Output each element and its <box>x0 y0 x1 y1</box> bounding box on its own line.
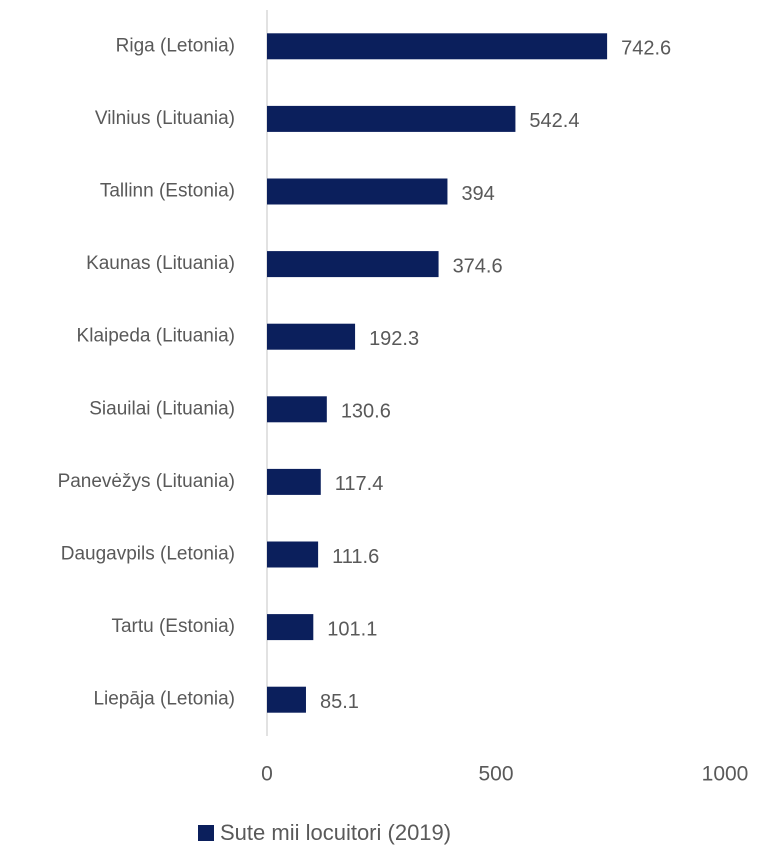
bar <box>267 33 608 60</box>
x-tick-label: 500 <box>478 763 513 786</box>
y-tick-label: Klaipeda (Lituania) <box>77 326 235 347</box>
value-label: 394 <box>461 183 494 205</box>
x-tick-label: 1000 <box>702 763 749 786</box>
legend-label: Sute mii locuitori (2019) <box>220 820 451 845</box>
y-tick-label: Daugavpils (Letonia) <box>61 544 235 565</box>
value-label: 742.6 <box>621 38 671 60</box>
value-label: 117.4 <box>335 473 384 495</box>
x-tick-label: 0 <box>261 763 273 786</box>
y-tick-label: Tartu (Estonia) <box>111 616 235 637</box>
y-tick-label: Kaunas (Lituania) <box>86 253 235 274</box>
bar <box>267 468 321 495</box>
bar <box>267 105 516 132</box>
y-tick-label: Vilnius (Lituania) <box>95 108 235 129</box>
value-label: 85.1 <box>320 691 359 713</box>
value-label: 130.6 <box>341 401 391 423</box>
y-tick-label: Riga (Letonia) <box>116 35 235 56</box>
bar <box>267 541 319 568</box>
value-label: 542.4 <box>529 110 579 132</box>
bar <box>267 396 327 423</box>
y-tick-label: Liepāja (Letonia) <box>93 689 235 710</box>
y-tick-label: Siauilai (Lituania) <box>89 398 235 419</box>
value-label: 101.1 <box>327 618 377 640</box>
value-label: 192.3 <box>369 328 419 350</box>
legend-swatch <box>198 825 214 841</box>
bar <box>267 178 448 205</box>
bar <box>267 251 439 278</box>
bar <box>267 323 356 350</box>
bar <box>267 686 306 713</box>
value-label: 374.6 <box>453 255 503 277</box>
y-tick-label: Tallinn (Estonia) <box>100 181 235 202</box>
y-tick-label: Panevėžys (Lituania) <box>58 471 235 492</box>
value-label: 111.6 <box>332 546 379 568</box>
bar <box>267 614 314 641</box>
